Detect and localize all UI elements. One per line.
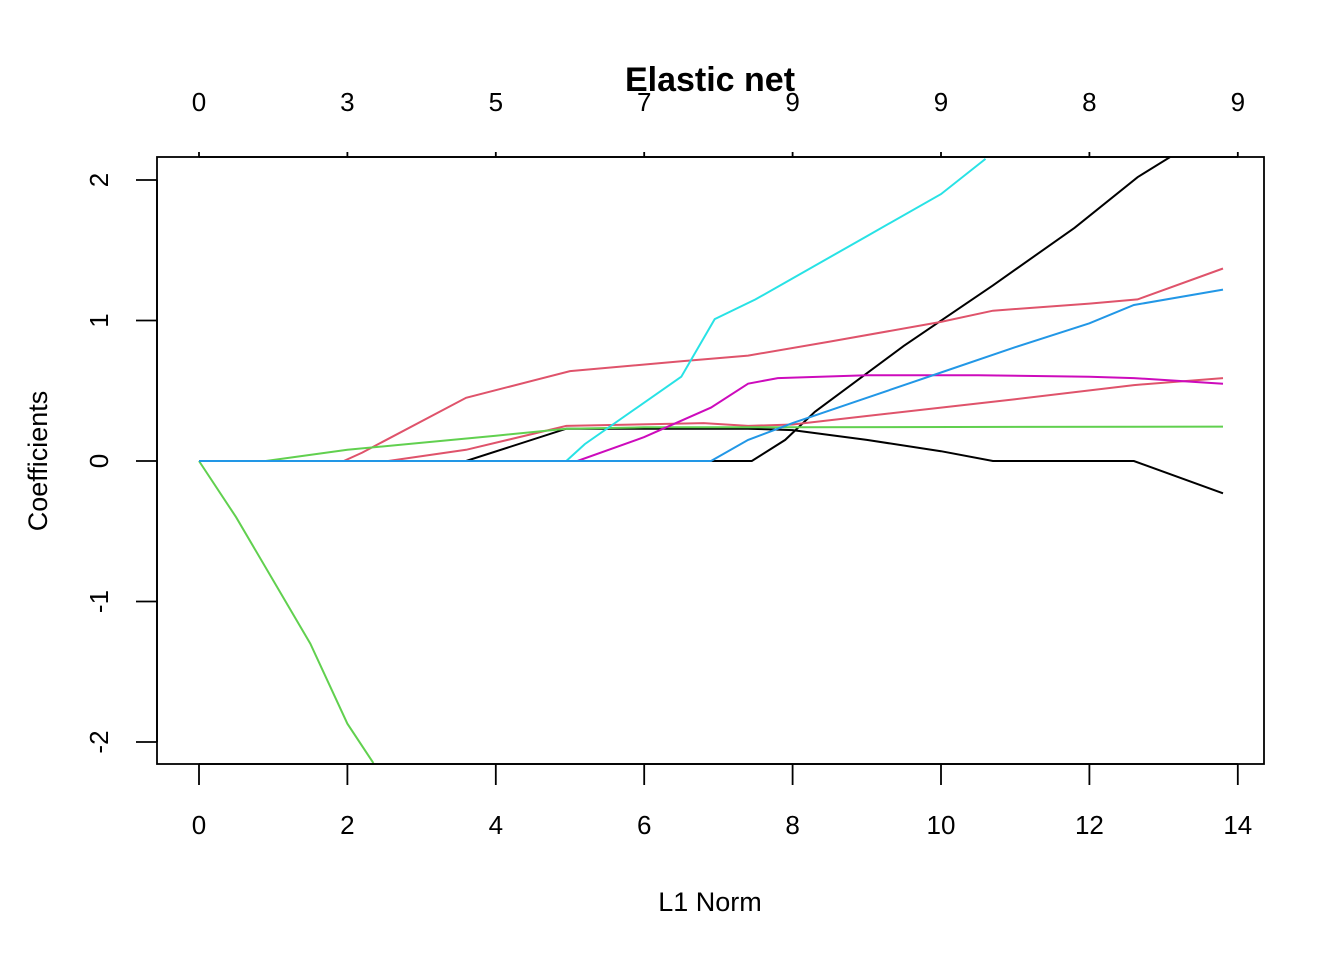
top-tick-label: 9 xyxy=(785,87,799,117)
coefficient-path-9 xyxy=(199,288,1224,462)
coefficient-path-1 xyxy=(199,427,1224,495)
coefficient-path-6 xyxy=(198,460,375,764)
y-tick-label: 2 xyxy=(84,173,114,187)
coefficient-path-2 xyxy=(199,157,1173,462)
top-tick-label: 5 xyxy=(489,87,503,117)
top-tick-label: 0 xyxy=(192,87,206,117)
coefficient-path-3 xyxy=(199,267,1224,462)
x-tick-label: 8 xyxy=(785,810,799,840)
x-axis-title: L1 Norm xyxy=(658,887,762,917)
x-tick-label: 12 xyxy=(1075,810,1104,840)
chart-title: Elastic net xyxy=(625,61,795,99)
coefficient-path-7 xyxy=(199,158,987,462)
top-axis-df: 0 3 5 7 9 9 8 9 xyxy=(192,87,1245,158)
x-tick-label: 6 xyxy=(637,810,651,840)
x-tick-label: 2 xyxy=(340,810,354,840)
coefficient-path-5 xyxy=(199,425,1224,462)
top-tick-label: 8 xyxy=(1082,87,1096,117)
y-tick-label: -2 xyxy=(84,730,114,753)
y-tick-label: 0 xyxy=(84,454,114,468)
y-tick-label: -1 xyxy=(84,590,114,613)
top-tick-label: 3 xyxy=(340,87,354,117)
y-axis: -2 -1 0 1 2 xyxy=(84,173,158,754)
top-tick-label: 9 xyxy=(934,87,948,117)
series-layer xyxy=(198,157,1224,764)
x-tick-label: 4 xyxy=(489,810,503,840)
coefficient-path-8 xyxy=(199,374,1224,462)
y-tick-label: 1 xyxy=(84,313,114,327)
x-tick-label: 10 xyxy=(927,810,956,840)
top-tick-label: 7 xyxy=(637,87,651,117)
y-axis-title: Coefficients xyxy=(23,391,53,532)
x-tick-label: 0 xyxy=(192,810,206,840)
x-tick-label: 14 xyxy=(1223,810,1252,840)
top-tick-label: 9 xyxy=(1231,87,1245,117)
x-axis: 0 2 4 6 8 10 12 14 xyxy=(192,763,1252,840)
coefficient-path-4 xyxy=(199,377,1224,462)
